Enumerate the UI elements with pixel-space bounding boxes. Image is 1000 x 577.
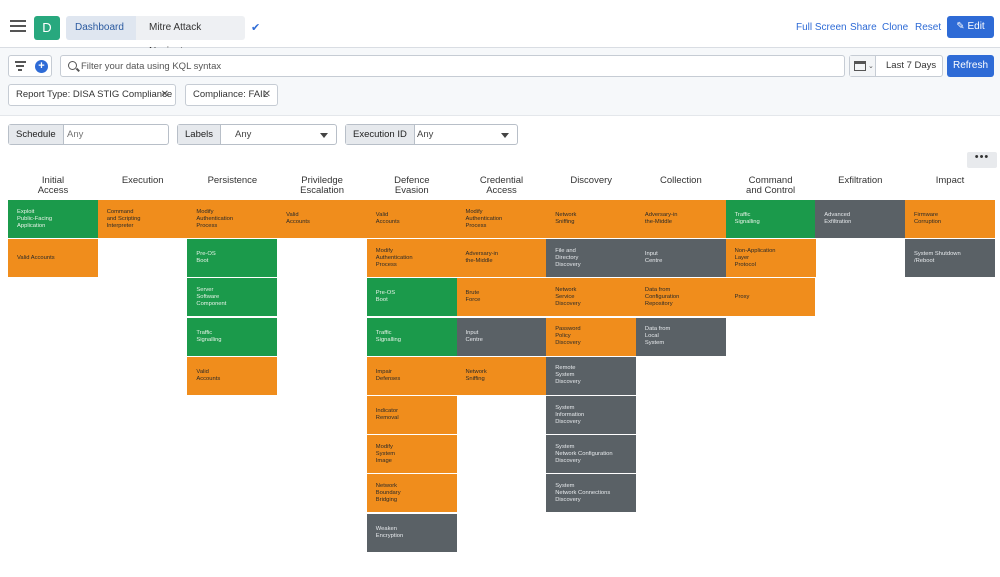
kql-search-input[interactable] bbox=[81, 58, 841, 74]
filter-icon bbox=[14, 61, 26, 73]
full-screen-link[interactable]: Full Screen bbox=[796, 22, 847, 33]
tactic-header: Execution bbox=[121, 175, 164, 186]
technique-cell[interactable]: Network Sniffing bbox=[456, 356, 547, 395]
labels-label: Labels bbox=[178, 125, 221, 144]
filter-chip-compliance[interactable]: Compliance: FAIL ✕ bbox=[185, 84, 278, 106]
share-link[interactable]: Share bbox=[850, 22, 877, 33]
reset-link[interactable]: Reset bbox=[915, 22, 942, 33]
technique-cell[interactable]: File and Directory Discovery bbox=[546, 239, 637, 278]
date-range-label: Last 7 Days bbox=[886, 60, 937, 71]
tactic-header: Initial Access bbox=[37, 175, 69, 196]
technique-cell[interactable]: Modify System Image bbox=[366, 435, 457, 474]
tactic-header: Defence Evasion bbox=[394, 175, 430, 196]
schedule-control: Schedule bbox=[8, 124, 169, 145]
clone-link[interactable]: Clone bbox=[882, 22, 909, 33]
filter-chip-label: Report Type: DISA STIG Compliance bbox=[16, 89, 173, 100]
chevron-down-icon bbox=[320, 133, 328, 138]
technique-cell[interactable]: System Information Discovery bbox=[546, 396, 637, 434]
technique-cell[interactable]: Traffic Signalling bbox=[187, 317, 278, 356]
technique-cell[interactable]: Valid Accounts bbox=[8, 239, 98, 278]
technique-cell[interactable]: Valid Accounts bbox=[187, 356, 278, 395]
hamburger-menu-icon[interactable] bbox=[10, 20, 26, 34]
technique-cell[interactable]: Input Centre bbox=[456, 317, 547, 356]
technique-cell[interactable]: Indicator Removal bbox=[366, 396, 457, 434]
kql-search-box bbox=[60, 55, 845, 77]
technique-cell[interactable]: Impair Defenses bbox=[366, 356, 457, 395]
breadcrumb-current-page: Mitre Attack Navigator bbox=[136, 16, 245, 57]
remove-filter-icon[interactable]: ✕ bbox=[160, 89, 169, 100]
technique-cell[interactable]: System Network Connections Discovery bbox=[546, 474, 637, 513]
technique-cell[interactable]: System Network Configuration Discovery bbox=[546, 435, 637, 474]
chevron-down-icon bbox=[501, 133, 509, 138]
technique-cell[interactable]: Weaken Encryption bbox=[366, 513, 457, 552]
execution-id-selected-value: Any bbox=[417, 129, 434, 140]
technique-cell[interactable]: Pre-OS Boot bbox=[187, 239, 278, 278]
more-options-button[interactable]: ••• bbox=[967, 152, 997, 168]
filter-options-button[interactable]: + bbox=[8, 55, 52, 77]
filter-chip-label: Compliance: FAIL bbox=[193, 89, 268, 100]
remove-filter-icon[interactable]: ✕ bbox=[262, 89, 271, 100]
technique-cell[interactable]: Network Service Discovery bbox=[546, 278, 637, 317]
technique-cell[interactable]: Data from Local System bbox=[635, 317, 726, 356]
edit-button-label: Edit bbox=[967, 21, 985, 32]
breadcrumb-dashboard[interactable]: Dashboard bbox=[66, 16, 146, 40]
technique-cell[interactable]: Valid Accounts bbox=[277, 200, 368, 238]
execution-id-dropdown[interactable]: Execution ID Any bbox=[345, 124, 518, 145]
edit-button[interactable]: ✎ Edit bbox=[947, 16, 994, 38]
calendar-icon[interactable]: ⌄ bbox=[850, 56, 876, 76]
technique-cell[interactable]: Valid Accounts bbox=[366, 200, 457, 238]
rename-pencil-icon[interactable]: ✔ bbox=[251, 22, 261, 34]
tactic-header: Exfiltration bbox=[838, 175, 883, 186]
tactic-header: Command and Control bbox=[746, 175, 796, 196]
technique-cell[interactable]: Advanced Exfiltration bbox=[815, 200, 906, 238]
technique-cell[interactable]: Adversary-in the-Middle bbox=[456, 239, 547, 278]
execution-id-label: Execution ID bbox=[346, 125, 415, 144]
mitre-attack-matrix: Initial Access Exploit Public-Facing Appl… bbox=[8, 0, 1000, 577]
top-header: D Dashboard Mitre Attack Navigator ✔ Ful… bbox=[0, 8, 1000, 57]
technique-cell[interactable]: Firmware Corruption bbox=[905, 200, 995, 238]
technique-cell[interactable]: Pre-OS Boot bbox=[366, 278, 457, 317]
schedule-input[interactable] bbox=[67, 125, 165, 144]
technique-cell[interactable]: System Shutdown /Reboot bbox=[905, 239, 995, 278]
schedule-label: Schedule bbox=[9, 125, 64, 144]
search-icon bbox=[68, 61, 77, 70]
technique-cell[interactable]: Brute Force bbox=[456, 278, 547, 317]
technique-cell[interactable]: Remote System Discovery bbox=[546, 356, 637, 395]
date-range-picker[interactable]: ⌄ Last 7 Days bbox=[849, 55, 943, 77]
technique-cell[interactable]: Password Policy Discovery bbox=[546, 317, 637, 356]
technique-cell[interactable]: Proxy bbox=[725, 278, 815, 317]
technique-cell[interactable]: Modify Authentication Process bbox=[366, 239, 457, 278]
edit-pencil-icon: ✎ bbox=[956, 21, 968, 32]
labels-selected-value: Any bbox=[235, 129, 252, 140]
technique-cell[interactable]: Modify Authentication Process bbox=[187, 200, 278, 238]
tactic-header: Priviledge Escalation bbox=[300, 175, 345, 196]
technique-cell[interactable]: Traffic Signalling bbox=[366, 317, 457, 356]
technique-cell[interactable]: Server Software Component bbox=[187, 278, 278, 317]
tactic-header: Impact bbox=[935, 175, 965, 186]
refresh-button[interactable]: Refresh bbox=[947, 55, 994, 77]
labels-dropdown[interactable]: Labels Any bbox=[177, 124, 337, 145]
technique-cell[interactable]: Non-Application Layer Protocol bbox=[725, 239, 816, 278]
query-bar: + ⌄ Last 7 Days Refresh Report Type: DIS… bbox=[0, 48, 1000, 116]
technique-cell[interactable]: Input Centre bbox=[635, 239, 726, 278]
tactic-header: Credential Access bbox=[479, 175, 524, 196]
add-filter-plus-icon[interactable]: + bbox=[35, 60, 48, 73]
technique-cell[interactable]: Network Boundary Bridging bbox=[366, 474, 457, 513]
app-logo[interactable]: D bbox=[34, 16, 60, 40]
technique-cell[interactable]: Command and Scripting Interpreter bbox=[97, 200, 188, 238]
technique-cell[interactable]: Network Sniffing bbox=[546, 200, 637, 238]
technique-cell[interactable]: Traffic Signalling bbox=[725, 200, 816, 238]
filter-chip-report-type[interactable]: Report Type: DISA STIG Compliance ✕ bbox=[8, 84, 176, 106]
technique-cell[interactable]: Modify Authentication Process bbox=[456, 200, 547, 238]
technique-cell[interactable]: Data from Configuration Repository bbox=[635, 278, 726, 317]
tactic-header: Discovery bbox=[570, 175, 613, 186]
tactic-header: Collection bbox=[660, 175, 702, 186]
technique-cell[interactable]: Exploit Public-Facing Application bbox=[8, 200, 98, 238]
technique-cell[interactable]: Adversary-in the-Middle bbox=[635, 200, 726, 238]
tactic-header: Persistence bbox=[207, 175, 258, 186]
